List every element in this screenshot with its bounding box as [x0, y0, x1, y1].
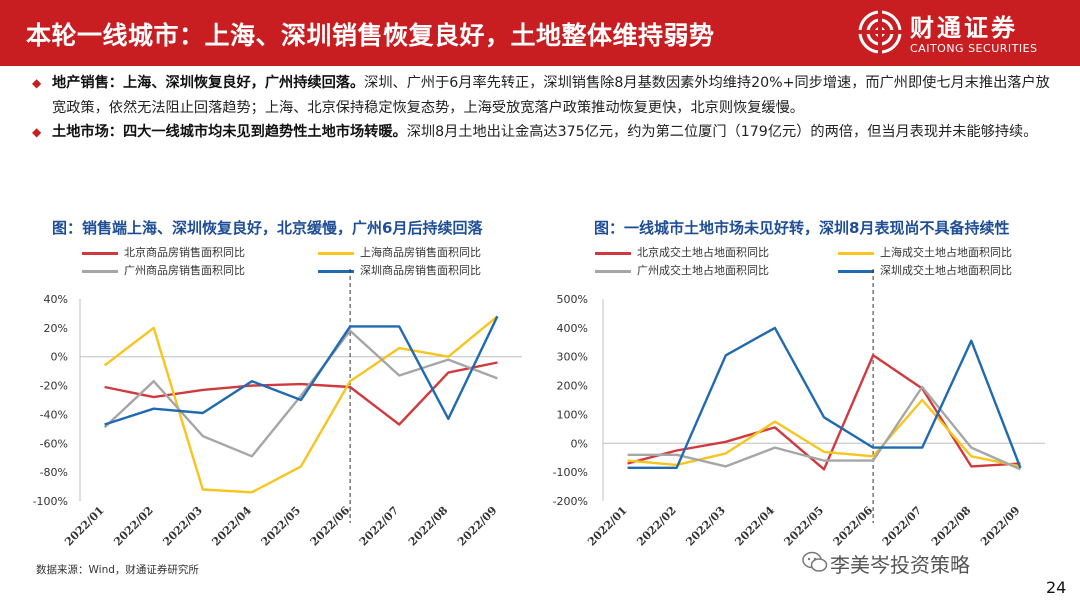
right-legend-swatch — [595, 251, 631, 255]
right-legend-label: 广州成交土地占地面积同比 — [637, 264, 769, 277]
left-y-tick-label: -80% — [40, 466, 68, 479]
data-source: 数据来源：Wind，财通证券研究所 — [36, 564, 199, 576]
left-x-tick-label: 2022/06 — [308, 504, 353, 549]
right-y-tick-label: 0% — [571, 437, 588, 450]
right-x-tick-label: 2022/04 — [732, 504, 777, 549]
logo-text-cn: 财通证券 — [910, 14, 1018, 42]
company-logo: 财通证券 CAITONG SECURITIES — [848, 0, 1080, 66]
left-legend-label: 上海商品房销售面积同比 — [360, 246, 481, 259]
chart-left-title: 图：销售端上海、深圳恢复良好，北京缓慢，广州6月后持续回落 — [52, 219, 483, 237]
right-y-tick-label: 200% — [557, 380, 588, 393]
left-y-tick-label: -60% — [40, 437, 68, 450]
right-y-tick-label: 100% — [557, 408, 588, 421]
right-y-tick-label: 400% — [557, 322, 588, 335]
left-x-tick-label: 2022/07 — [357, 504, 402, 549]
right-series-line-2 — [627, 385, 1021, 471]
left-y-tick-label: -20% — [40, 380, 68, 393]
diamond-bullet-icon: ◆ — [32, 125, 42, 139]
left-y-tick-label: -100% — [33, 495, 68, 508]
left-legend-item: 北京商品房销售面积同比 — [82, 244, 245, 260]
right-y-tick-label: 300% — [557, 351, 588, 364]
left-x-tick-label: 2022/05 — [259, 504, 304, 549]
bullet-land-text: 深圳8月土地出让金高达375亿元，约为第二位厦门（179亿元）的两倍，但当月表现… — [406, 124, 1038, 140]
right-x-tick-label: 2022/01 — [585, 504, 630, 549]
left-legend-swatch — [318, 269, 354, 273]
bullet-land: ◆ 土地市场：四大一线城市均未见到趋势性土地市场转暖。深圳8月土地出让金高达37… — [30, 120, 1055, 145]
chart-right-title: 图：一线城市土地市场未见好转，深圳8月表现尚不具备持续性 — [594, 219, 1010, 237]
right-legend-swatch — [838, 269, 874, 273]
diamond-bullet-icon: ◆ — [32, 76, 42, 90]
left-y-tick-label: 40% — [44, 293, 68, 306]
right-x-tick-label: 2022/05 — [782, 504, 827, 549]
right-legend-label: 上海成交土地占地面积同比 — [880, 246, 1012, 259]
left-series-line-1 — [103, 315, 499, 494]
page-title: 本轮一线城市：上海、深圳销售恢复良好，土地整体维持弱势 — [26, 21, 715, 50]
left-legend-item: 广州商品房销售面积同比 — [82, 262, 245, 278]
left-legend-item: 深圳商品房销售面积同比 — [318, 262, 481, 278]
right-x-tick-label: 2022/07 — [880, 504, 925, 549]
left-legend-swatch — [82, 269, 118, 273]
left-y-tick-label: 0% — [51, 351, 68, 364]
bullet-sales-heading: 地产销售：上海、深圳恢复良好，广州持续回落。 — [52, 75, 365, 91]
left-y-tick-label: -40% — [40, 408, 68, 421]
right-legend-item: 北京成交土地占地面积同比 — [595, 244, 769, 260]
left-series-line-3 — [104, 315, 499, 426]
wechat-icon — [802, 551, 828, 572]
left-x-tick-label: 2022/09 — [455, 504, 500, 549]
right-legend-label: 北京成交土地占地面积同比 — [637, 246, 769, 259]
summary-bullets: ◆ 地产销售：上海、深圳恢复良好，广州持续回落。深圳、广州于6月率先转正，深圳销… — [30, 71, 1055, 145]
right-legend-item: 深圳成交土地占地面积同比 — [838, 262, 1012, 278]
left-legend-swatch — [82, 251, 118, 255]
left-series-line-2 — [103, 329, 498, 458]
right-x-tick-label: 2022/09 — [978, 504, 1023, 549]
right-legend-swatch — [595, 269, 631, 273]
right-series-line-0 — [627, 354, 1021, 471]
left-legend-label: 北京商品房销售面积同比 — [124, 246, 245, 259]
watermark-text: 李美岑投资策略 — [830, 553, 970, 577]
right-x-tick-label: 2022/03 — [683, 504, 728, 549]
right-x-tick-label: 2022/08 — [929, 504, 974, 549]
left-x-tick-label: 2022/04 — [209, 504, 254, 549]
bullet-sales-text: 深圳、广州于6月率先转正，深圳销售除8月基数因素外均维持20%+同步增速，而广州… — [52, 75, 1050, 116]
bullet-sales: ◆ 地产销售：上海、深圳恢复良好，广州持续回落。深圳、广州于6月率先转正，深圳销… — [30, 71, 1055, 120]
right-y-tick-label: -100% — [553, 466, 588, 479]
left-legend-swatch — [318, 251, 354, 255]
right-y-tick-label: -200% — [553, 495, 588, 508]
right-legend-item: 广州成交土地占地面积同比 — [595, 262, 769, 278]
logo-text-en: CAITONG SECURITIES — [910, 42, 1038, 55]
right-legend-swatch — [838, 251, 874, 255]
left-legend-label: 深圳商品房销售面积同比 — [360, 264, 481, 277]
page-number: 24 — [1046, 578, 1067, 597]
left-x-tick-label: 2022/01 — [62, 504, 107, 549]
right-x-tick-label: 2022/06 — [831, 504, 876, 549]
left-x-tick-label: 2022/03 — [160, 504, 205, 549]
caitong-logo-icon — [858, 10, 902, 54]
right-series-line-1 — [627, 398, 1021, 468]
right-legend-label: 深圳成交土地占地面积同比 — [880, 264, 1012, 277]
left-legend-item: 上海商品房销售面积同比 — [318, 244, 481, 260]
left-x-tick-label: 2022/08 — [406, 504, 451, 549]
right-x-tick-label: 2022/02 — [634, 504, 679, 549]
right-series-line-3 — [627, 326, 1022, 469]
left-legend-label: 广州商品房销售面积同比 — [124, 264, 245, 277]
left-x-tick-label: 2022/02 — [111, 504, 156, 549]
left-y-tick-label: 20% — [44, 322, 68, 335]
bullet-land-heading: 土地市场：四大一线城市均未见到趋势性土地市场转暖。 — [52, 124, 407, 140]
right-legend-item: 上海成交土地占地面积同比 — [838, 244, 1012, 260]
right-y-tick-label: 500% — [557, 293, 588, 306]
